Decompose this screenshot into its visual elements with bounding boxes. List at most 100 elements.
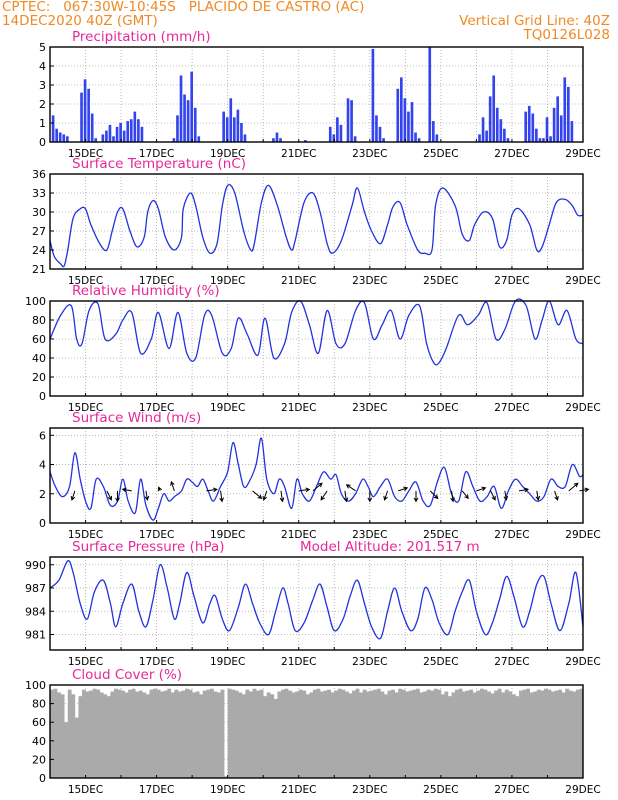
bar bbox=[405, 691, 410, 778]
bar bbox=[527, 105, 531, 142]
x-tick-label: 29DEC bbox=[565, 275, 600, 287]
bar bbox=[55, 128, 58, 142]
bar bbox=[185, 688, 189, 778]
bar bbox=[572, 691, 577, 778]
bar bbox=[384, 694, 388, 778]
bar bbox=[350, 100, 353, 142]
bar bbox=[483, 689, 488, 778]
bar bbox=[494, 690, 499, 778]
station-line: CPTEC: 067:30W-10:45S PLACIDO DE CASTRO … bbox=[2, 0, 364, 15]
bar bbox=[430, 690, 435, 778]
x-tick-label: 21DEC bbox=[281, 275, 316, 287]
bar bbox=[570, 121, 574, 142]
y-tick-label: 40 bbox=[32, 735, 46, 748]
bar bbox=[128, 689, 133, 778]
bar bbox=[112, 136, 115, 142]
bar bbox=[554, 690, 559, 778]
bar bbox=[217, 692, 221, 778]
y-tick-label: 24 bbox=[32, 244, 46, 257]
bar bbox=[142, 692, 147, 778]
x-tick-label: 29DEC bbox=[565, 148, 600, 160]
bar bbox=[465, 690, 470, 778]
bar bbox=[403, 98, 407, 142]
bar bbox=[536, 689, 541, 778]
bar bbox=[497, 688, 502, 778]
x-tick-label: 19DEC bbox=[210, 275, 245, 287]
bar bbox=[240, 123, 243, 142]
bar bbox=[266, 692, 271, 778]
bar bbox=[362, 689, 367, 778]
bar bbox=[193, 107, 197, 142]
bar bbox=[121, 690, 125, 778]
bar bbox=[243, 134, 247, 142]
x-tick-label: 17DEC bbox=[139, 148, 174, 160]
bar bbox=[567, 86, 570, 142]
bar bbox=[65, 136, 69, 142]
bar bbox=[280, 689, 285, 778]
x-tick-label: 29DEC bbox=[565, 402, 600, 414]
bar bbox=[407, 111, 410, 142]
bar bbox=[298, 689, 303, 778]
bar bbox=[339, 124, 343, 142]
y-tick-label: 984 bbox=[25, 605, 46, 618]
bar bbox=[172, 138, 176, 142]
bar bbox=[559, 115, 563, 142]
wind-vector bbox=[429, 490, 439, 500]
y-tick-label: 21 bbox=[32, 263, 46, 276]
bar bbox=[195, 691, 200, 778]
wind-vector bbox=[115, 490, 120, 503]
panel-title: Relative Humidity (%) bbox=[72, 283, 220, 299]
bar bbox=[348, 693, 353, 778]
run-time: 14DEC2020 40Z (GMT) bbox=[2, 13, 158, 29]
bar bbox=[488, 96, 492, 142]
wind-vector bbox=[490, 490, 496, 501]
wind-vector bbox=[298, 487, 311, 493]
bar bbox=[309, 692, 314, 778]
bar bbox=[186, 100, 190, 142]
x-tick-label: 25DEC bbox=[423, 148, 458, 160]
bar bbox=[197, 136, 201, 142]
bar bbox=[133, 111, 137, 142]
panel-temperature: 21 24 27 30 33 36 15DEC 17DEC 19DEC 21DEC 23DEC 25D… bbox=[32, 156, 601, 287]
wind-vector bbox=[279, 490, 285, 503]
x-tick-label: 17DEC bbox=[139, 656, 174, 668]
panel-title: Surface Pressure (hPa) bbox=[72, 539, 225, 555]
bar bbox=[423, 691, 427, 778]
y-tick-label: 80 bbox=[32, 698, 46, 711]
y-tick-label: 987 bbox=[25, 582, 46, 595]
bar bbox=[410, 102, 414, 142]
bar bbox=[533, 691, 538, 778]
bar bbox=[444, 691, 449, 778]
bar bbox=[181, 690, 186, 778]
bar bbox=[563, 77, 567, 142]
y-tick-label: 33 bbox=[32, 187, 46, 200]
bar bbox=[236, 109, 240, 142]
panel-title: Cloud Cover (%) bbox=[72, 667, 182, 683]
bar bbox=[481, 117, 485, 142]
x-tick-label: 29DEC bbox=[565, 656, 600, 668]
x-tick-label: 23DEC bbox=[352, 402, 387, 414]
bar bbox=[504, 689, 509, 778]
bar bbox=[252, 688, 257, 778]
bar bbox=[419, 692, 424, 778]
wind-vector bbox=[312, 482, 323, 492]
bar bbox=[101, 134, 105, 142]
bar bbox=[336, 117, 339, 142]
y-tick-label: 990 bbox=[25, 559, 46, 572]
bar bbox=[74, 717, 79, 778]
bar bbox=[545, 117, 549, 142]
bar bbox=[227, 688, 232, 778]
x-tick-label: 15DEC bbox=[68, 148, 103, 160]
y-tick-label: 3 bbox=[39, 79, 46, 92]
bar bbox=[224, 776, 228, 778]
bar bbox=[90, 113, 94, 142]
x-tick-label: 17DEC bbox=[139, 402, 174, 414]
plot-frame bbox=[49, 684, 584, 779]
bar bbox=[359, 692, 363, 778]
bar bbox=[472, 692, 477, 778]
y-tick-label: 0 bbox=[39, 517, 46, 530]
x-tick-label: 27DEC bbox=[494, 529, 529, 541]
x-tick-label: 29DEC bbox=[565, 784, 600, 796]
bar bbox=[78, 696, 83, 778]
